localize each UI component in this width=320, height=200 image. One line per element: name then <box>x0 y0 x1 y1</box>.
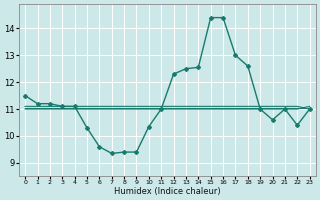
X-axis label: Humidex (Indice chaleur): Humidex (Indice chaleur) <box>114 187 221 196</box>
